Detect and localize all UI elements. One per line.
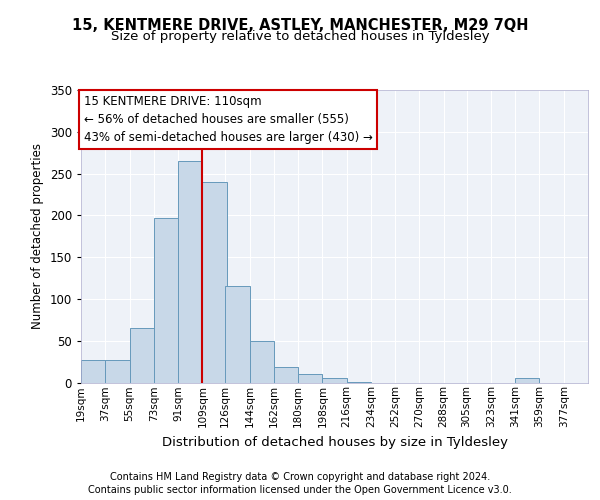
Bar bbox=[298, 374, 322, 382]
Bar bbox=[322, 378, 347, 382]
Text: Contains HM Land Registry data © Crown copyright and database right 2024.: Contains HM Land Registry data © Crown c… bbox=[110, 472, 490, 482]
Text: Size of property relative to detached houses in Tyldesley: Size of property relative to detached ho… bbox=[110, 30, 490, 43]
Text: Contains public sector information licensed under the Open Government Licence v3: Contains public sector information licen… bbox=[88, 485, 512, 495]
Bar bbox=[274, 368, 298, 382]
Bar bbox=[130, 328, 154, 382]
Text: 15 KENTMERE DRIVE: 110sqm
← 56% of detached houses are smaller (555)
43% of semi: 15 KENTMERE DRIVE: 110sqm ← 56% of detac… bbox=[83, 95, 373, 144]
Bar bbox=[515, 378, 539, 382]
Bar bbox=[154, 218, 178, 382]
Bar bbox=[178, 161, 202, 382]
Bar bbox=[202, 182, 227, 382]
Y-axis label: Number of detached properties: Number of detached properties bbox=[31, 143, 44, 329]
Bar bbox=[250, 340, 274, 382]
Bar bbox=[225, 286, 250, 382]
Text: 15, KENTMERE DRIVE, ASTLEY, MANCHESTER, M29 7QH: 15, KENTMERE DRIVE, ASTLEY, MANCHESTER, … bbox=[72, 18, 528, 32]
Bar bbox=[81, 360, 105, 382]
Bar bbox=[105, 360, 130, 382]
X-axis label: Distribution of detached houses by size in Tyldesley: Distribution of detached houses by size … bbox=[161, 436, 508, 448]
